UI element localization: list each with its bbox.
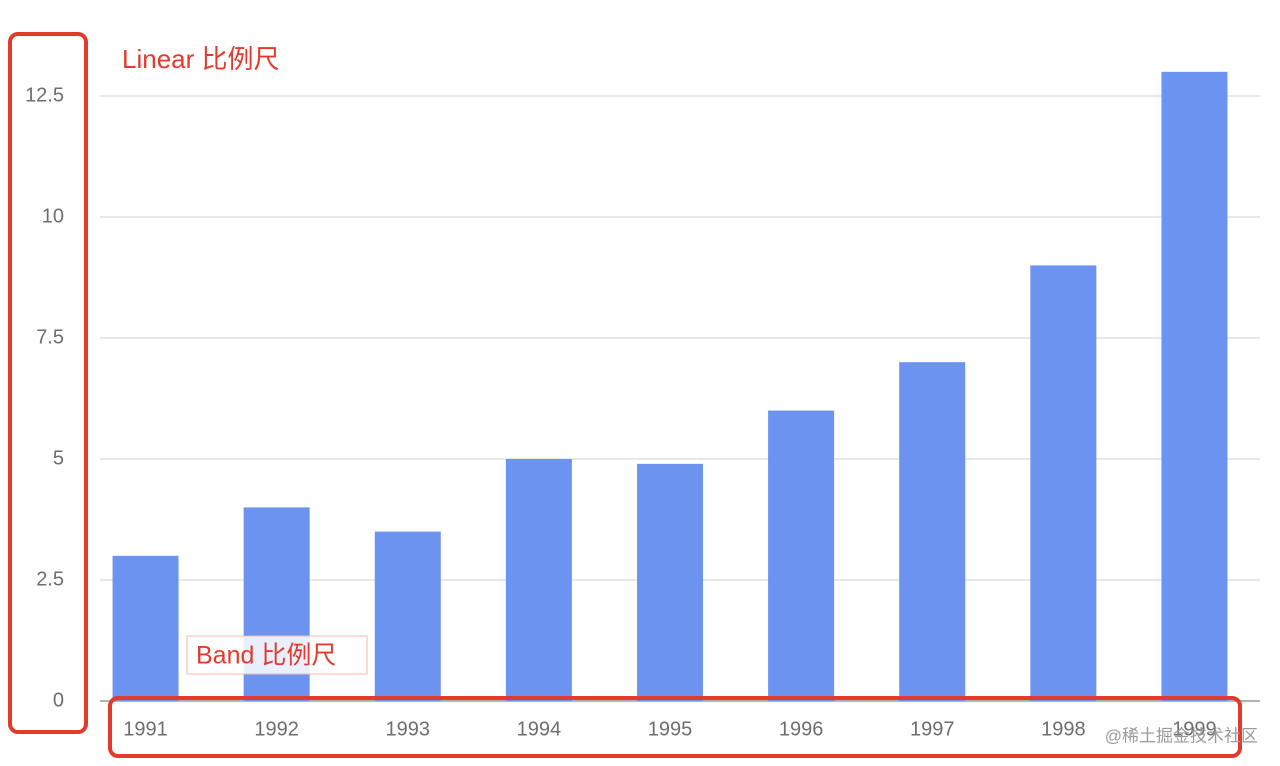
highlight-box (108, 696, 1242, 758)
highlight-box (8, 32, 88, 734)
bar (899, 362, 966, 701)
y-tick-label: 12.5 (25, 84, 64, 106)
y-tick-label: 0 (53, 689, 64, 711)
bar (505, 459, 572, 701)
bar (1161, 71, 1228, 702)
x-tick-label: 1997 (910, 718, 955, 740)
x-tick-label: 1995 (648, 718, 693, 740)
bar (768, 410, 835, 701)
y-tick-label: 5 (53, 447, 64, 469)
x-tick-label: 1993 (386, 718, 431, 740)
watermark: @稀土掘金技术社区 (1105, 726, 1258, 745)
annotation: Linear 比例尺 (122, 44, 280, 74)
x-tick-label: 1999 (1172, 718, 1217, 740)
x-tick-label: 1996 (779, 718, 824, 740)
annotation-box (186, 635, 368, 675)
y-tick-label: 10 (42, 205, 64, 227)
x-tick-label: 1991 (123, 718, 168, 740)
y-tick-label: 2.5 (36, 568, 64, 590)
bar (112, 555, 179, 701)
bar (1030, 265, 1097, 701)
bar (374, 531, 441, 701)
plot: 0 2.5 5 7.5 10 12.5 1991 1992 1993 1994 1995 1996 19… (25, 71, 1260, 740)
x-tick-label: 1992 (254, 718, 299, 740)
x-tick-label: 1994 (517, 718, 562, 740)
annotation: Band 比例尺 (196, 642, 336, 670)
bar (637, 463, 703, 701)
x-tick-label: 1998 (1041, 718, 1086, 740)
y-tick-label: 7.5 (36, 326, 64, 348)
